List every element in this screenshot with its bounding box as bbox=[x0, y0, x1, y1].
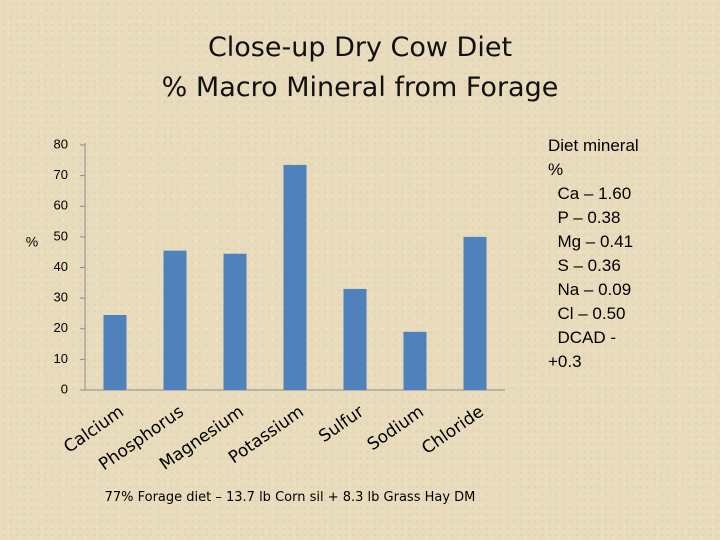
bar-phosphorus bbox=[163, 250, 187, 390]
y-tick-label: 40 bbox=[54, 259, 68, 274]
x-tick-label-sulfur: Sulfur bbox=[315, 402, 367, 447]
slide-title: Close-up Dry Cow Diet % Macro Mineral fr… bbox=[0, 28, 720, 108]
y-tick-label: 10 bbox=[54, 351, 68, 366]
y-tick-label: 70 bbox=[54, 167, 68, 182]
x-tick-label-chloride: Chloride bbox=[418, 402, 487, 459]
bar-magnesium bbox=[223, 253, 247, 390]
bar-sodium bbox=[403, 331, 427, 390]
y-axis-label: % bbox=[26, 234, 38, 250]
diet-mineral-note: Diet mineral % Ca – 1.60 P – 0.38 Mg – 0… bbox=[548, 136, 639, 371]
bar-sulfur bbox=[343, 288, 367, 390]
bar-potassium bbox=[283, 164, 307, 390]
y-tick-label: 60 bbox=[54, 198, 68, 213]
forage-footnote: 77% Forage diet – 13.7 lb Corn sil + 8.3… bbox=[104, 490, 476, 505]
y-tick-label: 0 bbox=[61, 381, 68, 396]
title-line-1: Close-up Dry Cow Diet bbox=[207, 32, 513, 63]
x-tick-label-sodium: Sodium bbox=[364, 402, 428, 455]
bar-calcium bbox=[103, 314, 127, 390]
y-tick-label: 30 bbox=[54, 290, 68, 305]
bar-chloride bbox=[463, 236, 487, 390]
y-axis: 0 10 20 30 40 50 60 70 80 bbox=[54, 136, 505, 396]
y-tick-label: 80 bbox=[54, 136, 68, 151]
y-tick-label: 20 bbox=[54, 320, 68, 335]
y-tick-label: 50 bbox=[54, 228, 68, 243]
title-line-2: % Macro Mineral from Forage bbox=[161, 72, 559, 103]
bars bbox=[103, 164, 487, 390]
